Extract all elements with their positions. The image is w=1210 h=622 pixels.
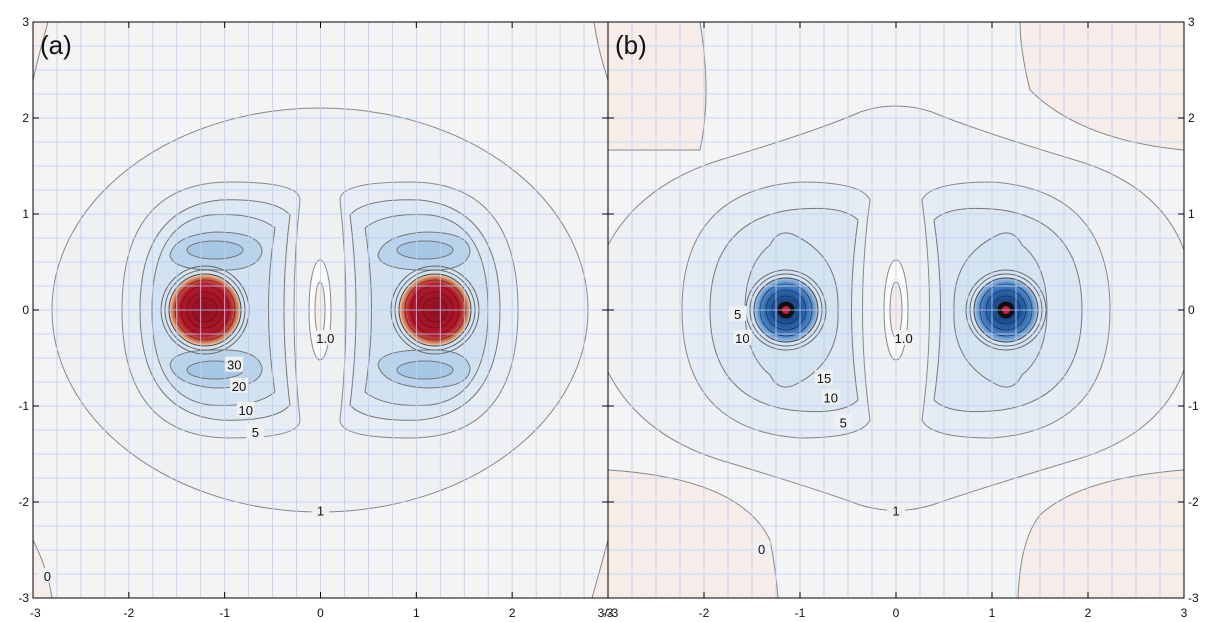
y-tick-label: 2 xyxy=(22,111,29,125)
contour-label-bg xyxy=(236,401,255,417)
contour-label-bg xyxy=(752,541,771,556)
panel-b-label: (b) xyxy=(615,30,647,60)
contour-label-bg xyxy=(230,377,249,393)
contour-inner xyxy=(396,360,454,380)
x-tick-label: 1 xyxy=(413,606,420,620)
contour-label: 10 xyxy=(735,331,749,346)
contour-label: 20 xyxy=(232,379,246,394)
contour-label-bg xyxy=(38,567,57,583)
y-tick-label: 1 xyxy=(1188,207,1195,221)
grid-a xyxy=(33,22,608,598)
y-tick-label: -3 xyxy=(1188,591,1199,605)
contour-label-bg xyxy=(311,502,330,518)
y-tick-label: 2 xyxy=(1188,111,1195,125)
contour-label: 15 xyxy=(817,371,831,386)
contour-label: 5 xyxy=(734,307,741,322)
x-tick-label: -1 xyxy=(795,606,806,620)
y-tick-label: -2 xyxy=(18,495,29,509)
x-tick-label: -3 xyxy=(30,606,41,620)
contour-label: 0 xyxy=(44,569,51,584)
contour-label-bg xyxy=(316,329,335,345)
contour-label: 30 xyxy=(227,358,241,373)
contour-label: 1.0 xyxy=(895,331,913,346)
axes-a: -3 -2 -1 0 1 2 -3 -2 -1 0 1 2 3 xyxy=(18,15,614,620)
contour-label-bg xyxy=(733,329,752,345)
panel-a: 30 20 10 5 1 1.0 0 xyxy=(33,22,608,598)
contour-label-bg xyxy=(894,329,913,345)
contour-label-bg xyxy=(834,414,853,430)
contour-inner xyxy=(186,240,244,260)
contour-label: 10 xyxy=(823,390,837,405)
y-tick-label: 0 xyxy=(1188,303,1195,317)
y-tick-label: -1 xyxy=(1188,399,1199,413)
x-tick-label: 0 xyxy=(893,606,900,620)
contour-label: 1 xyxy=(892,504,899,519)
y-tick-label: -3 xyxy=(18,591,29,605)
contour-label: 1.0 xyxy=(316,331,334,346)
x-tick-label: 2 xyxy=(1085,606,1092,620)
y-tick-label: 0 xyxy=(22,303,29,317)
contour-label: 1 xyxy=(317,504,324,519)
contour-label-bg xyxy=(815,370,833,386)
x-tick-label: -2 xyxy=(699,606,710,620)
x-tick-label: 1 xyxy=(989,606,996,620)
y-tick-label: 3 xyxy=(22,15,29,29)
contour-label: 5 xyxy=(840,415,847,430)
y-tick-label: 3 xyxy=(1188,15,1195,29)
x-tick-label: -1 xyxy=(219,606,230,620)
contour-inner xyxy=(396,240,454,260)
grid-b xyxy=(608,22,1184,598)
x-tick-label: -2 xyxy=(123,606,134,620)
x-tick-label: 3 xyxy=(1181,606,1188,620)
contour-labels-a: 30 20 10 5 1 1.0 0 xyxy=(38,329,335,584)
contour-label-bg xyxy=(728,305,747,321)
contour-label: 5 xyxy=(252,425,259,440)
contour-label-bg xyxy=(246,423,265,439)
y-tick-label: 1 xyxy=(22,207,29,221)
contour-label-bg xyxy=(821,389,840,405)
x-tick-label: -3 xyxy=(603,606,614,620)
negative-region xyxy=(593,22,608,81)
x-tick-label: 0 xyxy=(317,606,324,620)
panel-a-label: (a) xyxy=(40,30,72,60)
negative-region xyxy=(591,539,608,598)
contour-label: 0 xyxy=(758,542,765,557)
contour-label-bg xyxy=(887,502,905,518)
x-tick-label: 2 xyxy=(509,606,516,620)
contour-label-bg xyxy=(225,356,244,372)
y-tick-label: -2 xyxy=(1188,495,1199,509)
contour-label: 10 xyxy=(239,403,253,418)
y-tick-label: -1 xyxy=(18,399,29,413)
x-tick-label: 3/-3 xyxy=(598,606,619,620)
